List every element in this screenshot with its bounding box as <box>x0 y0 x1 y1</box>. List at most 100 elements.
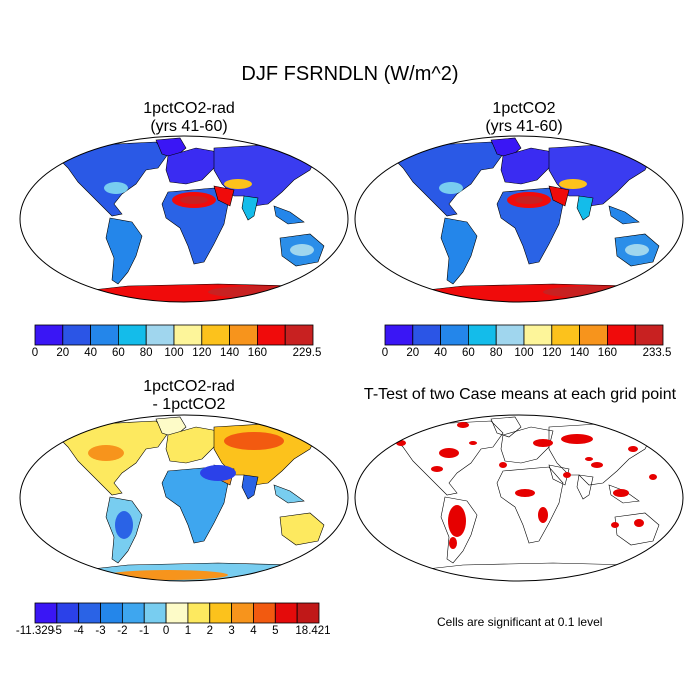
colorbar-tick-label: 60 <box>111 347 125 359</box>
continent-samerica <box>440 217 478 285</box>
antarctica-hot <box>543 286 643 298</box>
significant-cell <box>431 466 443 472</box>
colorbar-swatch <box>284 324 314 346</box>
colorbar-swatch <box>145 324 175 346</box>
map-panel-3 <box>19 414 349 582</box>
map-panel-4 <box>354 414 684 582</box>
colorbar-tick-label: 229.5 <box>292 347 322 359</box>
sahara-core <box>515 196 543 204</box>
significant-cell <box>405 426 421 432</box>
colorbar-swatch <box>495 324 525 346</box>
colorbar-tick-label: 40 <box>434 347 447 359</box>
continent-india <box>241 474 259 500</box>
colorbar-tick-label: 20 <box>56 347 70 359</box>
colorbar-swatch <box>229 324 258 346</box>
continent-namerica <box>392 420 504 496</box>
panel-2-title-line2: (yrs 41-60) <box>485 118 563 135</box>
panel-2-title-line1: 1pctCO2 <box>492 100 556 117</box>
africa-negative <box>200 465 236 481</box>
significant-cell <box>448 505 466 537</box>
continent-namerica <box>57 141 169 217</box>
continent-india <box>576 195 594 221</box>
continent-australia <box>614 512 660 546</box>
colorbar-1 <box>34 324 314 346</box>
colorbar-tick-label: 20 <box>406 347 420 359</box>
map-land <box>390 416 661 581</box>
significant-cell <box>457 422 469 428</box>
continent-arabia <box>213 185 235 207</box>
colorbar-3 <box>34 602 320 624</box>
significant-cell <box>561 434 593 444</box>
continent-europe <box>500 147 554 185</box>
colorbar-swatch <box>121 602 145 624</box>
significant-cell <box>649 474 657 480</box>
significant-cell <box>449 537 457 549</box>
colorbar-tick-label: 0 <box>162 625 170 637</box>
colorbar-tick-label: 0 <box>381 347 389 359</box>
map-land <box>55 416 325 581</box>
colorbar-swatch <box>201 324 231 346</box>
panel-1-title-line2: (yrs 41-60) <box>150 118 228 135</box>
colorbar-swatch <box>165 602 189 624</box>
map-land <box>390 137 660 302</box>
continent-seasia <box>273 484 305 504</box>
panel-1-title-line1: 1pctCO2-rad <box>143 100 235 117</box>
central-asia-patch <box>224 179 252 189</box>
namerica-patch <box>439 182 463 194</box>
colorbar-swatch <box>100 602 123 624</box>
colorbar-swatch <box>579 324 608 346</box>
colorbar-tick-label: -5 <box>51 625 62 637</box>
australia-patch <box>625 244 649 256</box>
asia-positive <box>224 432 284 450</box>
significant-cell <box>499 462 507 468</box>
continent-arabia <box>548 185 570 207</box>
colorbar-tick-label: 40 <box>84 347 97 359</box>
colorbar-swatch <box>231 602 254 624</box>
antarctica-positive <box>108 570 228 580</box>
colorbar-tick-label: -4 <box>73 625 84 637</box>
colorbar-tick-label: 100 <box>164 347 184 359</box>
colorbar-swatch <box>34 324 64 346</box>
colorbar-swatch <box>90 324 119 346</box>
continent-india <box>241 195 259 221</box>
panel-4-title-line1: T-Test of two Case means at each grid po… <box>363 386 677 403</box>
colorbar-tick-label: 80 <box>489 347 503 359</box>
colorbar-tick-label: 140 <box>220 347 240 359</box>
colorbar-tick-label: 0 <box>31 347 39 359</box>
colorbar-tick-label: 160 <box>597 347 617 359</box>
colorbar-swatch <box>468 324 497 346</box>
significant-cell <box>469 441 477 445</box>
colorbar-tick-label: 60 <box>461 347 475 359</box>
continent-australia <box>279 512 325 546</box>
colorbar-swatch <box>56 602 80 624</box>
significant-cell <box>621 426 637 432</box>
colorbar-tick-label: -1 <box>139 625 150 637</box>
colorbar-swatch <box>209 602 233 624</box>
colorbar-tick-label: 160 <box>247 347 267 359</box>
colorbar-swatch <box>34 602 58 624</box>
significant-cell <box>611 522 619 528</box>
colorbar-swatch <box>173 324 203 346</box>
significant-cell <box>515 489 535 497</box>
map-land <box>55 137 325 302</box>
colorbar-tick-label: -11.329 <box>15 625 55 637</box>
continent-africa <box>496 466 564 544</box>
continent-arabia <box>548 464 570 486</box>
significant-cell <box>538 507 548 523</box>
continent-india <box>576 474 594 500</box>
panel-3-title-line2: - 1pctCO2 <box>152 396 226 413</box>
significant-cell <box>634 519 644 527</box>
colorbar-tick-label: 80 <box>139 347 153 359</box>
significant-cell <box>533 439 553 447</box>
colorbar-swatch <box>412 324 441 346</box>
significant-cell <box>628 446 638 452</box>
significant-cell <box>613 489 629 497</box>
continent-samerica <box>105 217 143 285</box>
sahara-core <box>180 196 208 204</box>
significant-cell <box>591 462 603 468</box>
panel-3-title-line1: 1pctCO2-rad <box>143 378 235 395</box>
continent-europe <box>500 426 554 464</box>
colorbar-tick-label: 1 <box>184 625 192 637</box>
map-border <box>354 135 684 303</box>
colorbar-tick-label: 233.5 <box>642 347 672 359</box>
